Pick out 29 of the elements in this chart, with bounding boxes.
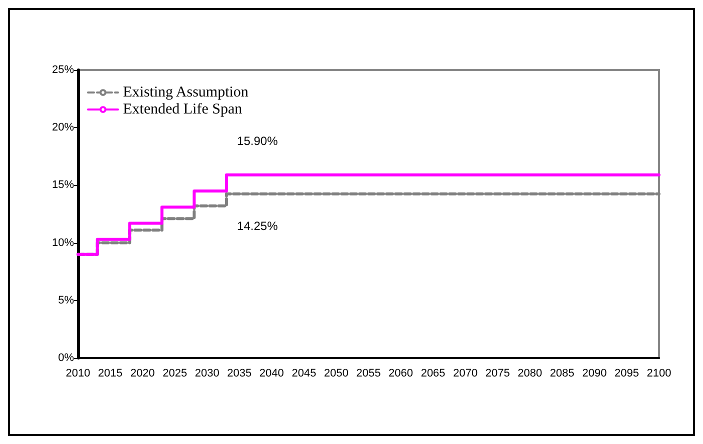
x-tick-label: 2015 xyxy=(98,368,123,380)
x-tick-label: 2090 xyxy=(582,368,607,380)
y-tick-label: 0% xyxy=(58,352,74,364)
y-tick-label: 15% xyxy=(52,179,74,192)
x-tick-label: 2095 xyxy=(614,368,639,380)
x-tick-label: 2025 xyxy=(162,368,188,380)
x-tick-label: 2050 xyxy=(324,368,348,380)
x-tick-label: 2020 xyxy=(130,368,155,380)
y-tick-label: 20% xyxy=(52,122,74,134)
x-tick-label: 2070 xyxy=(453,368,478,380)
x-tick-label: 2035 xyxy=(227,368,252,380)
x-tick-label: 2010 xyxy=(66,368,90,380)
annotation: 15.90% xyxy=(237,134,278,148)
legend-label: Extended Life Span xyxy=(123,102,243,118)
x-tick-label: 2085 xyxy=(550,368,574,380)
x-tick-label: 2075 xyxy=(485,368,510,380)
y-tick-label: 25% xyxy=(52,64,74,76)
x-tick-label: 2040 xyxy=(259,368,284,380)
x-tick-label: 2030 xyxy=(194,368,220,380)
x-tick-label: 2045 xyxy=(292,368,316,380)
legend-label: Existing Assumption xyxy=(123,84,249,100)
y-tick-label: 5% xyxy=(58,294,74,306)
y-tick-label: 10% xyxy=(52,236,74,249)
x-tick-label: 2080 xyxy=(518,368,542,380)
x-tick-label: 2100 xyxy=(646,368,672,380)
x-tick-label: 2055 xyxy=(356,368,381,380)
x-tick-label: 2065 xyxy=(420,368,446,380)
annotation: 14.25% xyxy=(237,218,278,233)
x-tick-label: 2060 xyxy=(388,368,414,380)
